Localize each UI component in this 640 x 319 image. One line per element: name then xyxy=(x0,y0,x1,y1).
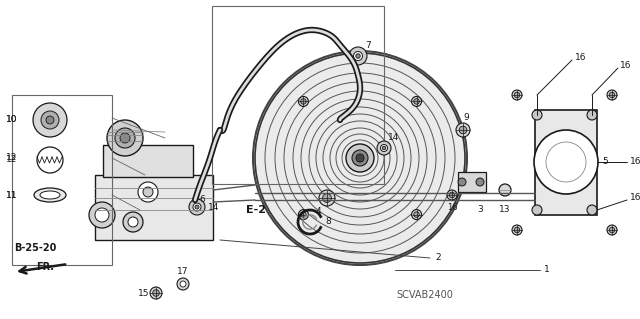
Text: 5: 5 xyxy=(602,158,608,167)
Circle shape xyxy=(607,90,617,100)
Circle shape xyxy=(298,210,308,219)
Text: B-25-20: B-25-20 xyxy=(14,243,56,253)
Text: 16: 16 xyxy=(447,204,458,212)
Text: SCVAB2400: SCVAB2400 xyxy=(396,290,453,300)
Circle shape xyxy=(153,290,159,296)
Circle shape xyxy=(515,92,520,98)
Text: 11: 11 xyxy=(6,190,17,199)
Text: 16: 16 xyxy=(620,61,632,70)
Text: 4: 4 xyxy=(315,207,321,217)
Circle shape xyxy=(180,281,186,287)
Circle shape xyxy=(349,47,367,65)
Circle shape xyxy=(412,210,422,219)
Circle shape xyxy=(150,287,162,299)
Circle shape xyxy=(301,212,306,217)
Circle shape xyxy=(534,130,598,194)
Circle shape xyxy=(120,133,130,143)
Text: 13: 13 xyxy=(499,205,511,214)
Circle shape xyxy=(449,192,455,198)
Text: 15: 15 xyxy=(138,288,149,298)
Circle shape xyxy=(587,205,597,215)
Circle shape xyxy=(177,278,189,290)
Circle shape xyxy=(458,178,466,186)
Circle shape xyxy=(412,96,422,107)
Circle shape xyxy=(382,146,386,150)
Text: 17: 17 xyxy=(177,268,189,277)
Circle shape xyxy=(356,54,360,58)
Circle shape xyxy=(476,178,484,186)
Circle shape xyxy=(33,103,67,137)
Circle shape xyxy=(532,110,542,120)
Text: 12: 12 xyxy=(6,153,17,162)
Bar xyxy=(12,95,112,265)
Circle shape xyxy=(189,199,205,215)
Text: 2: 2 xyxy=(435,254,440,263)
Circle shape xyxy=(609,227,615,233)
Circle shape xyxy=(255,53,465,263)
Circle shape xyxy=(128,217,138,227)
Text: 11: 11 xyxy=(6,190,17,199)
Text: 7: 7 xyxy=(365,41,371,50)
Circle shape xyxy=(195,205,199,209)
Text: 8: 8 xyxy=(325,218,331,226)
Circle shape xyxy=(143,187,153,197)
Circle shape xyxy=(301,99,306,104)
Circle shape xyxy=(46,116,54,124)
Circle shape xyxy=(607,225,617,235)
Circle shape xyxy=(95,208,109,222)
Circle shape xyxy=(352,150,368,166)
Text: 16: 16 xyxy=(630,158,640,167)
Text: E-2: E-2 xyxy=(246,205,266,215)
Bar xyxy=(535,110,597,215)
Circle shape xyxy=(587,110,597,120)
Circle shape xyxy=(107,120,143,156)
Ellipse shape xyxy=(34,188,66,202)
Text: 16: 16 xyxy=(630,192,640,202)
Circle shape xyxy=(138,182,158,202)
Circle shape xyxy=(499,184,511,196)
Circle shape xyxy=(377,141,391,155)
Circle shape xyxy=(123,212,143,232)
Circle shape xyxy=(346,144,374,172)
Text: 9: 9 xyxy=(463,113,469,122)
Circle shape xyxy=(414,99,419,104)
Text: 6: 6 xyxy=(199,196,205,204)
Bar xyxy=(458,172,486,192)
Bar xyxy=(95,175,213,240)
Text: 16: 16 xyxy=(575,53,586,62)
Text: 10: 10 xyxy=(6,115,17,124)
Text: 3: 3 xyxy=(477,205,483,214)
Circle shape xyxy=(298,96,308,107)
Circle shape xyxy=(456,123,470,137)
Circle shape xyxy=(356,154,364,162)
Circle shape xyxy=(41,111,59,129)
Circle shape xyxy=(512,225,522,235)
Circle shape xyxy=(515,227,520,233)
Circle shape xyxy=(459,126,467,134)
Circle shape xyxy=(381,145,387,152)
Text: 1: 1 xyxy=(544,265,550,275)
Circle shape xyxy=(609,92,615,98)
Text: 14: 14 xyxy=(388,133,399,143)
Circle shape xyxy=(512,90,522,100)
Circle shape xyxy=(193,203,201,211)
Circle shape xyxy=(115,128,135,148)
Text: 12: 12 xyxy=(6,155,17,165)
Circle shape xyxy=(323,194,332,202)
Circle shape xyxy=(532,205,542,215)
Text: 10: 10 xyxy=(6,115,17,124)
Ellipse shape xyxy=(40,191,60,199)
Circle shape xyxy=(319,190,335,206)
Circle shape xyxy=(414,212,419,217)
Text: FR.: FR. xyxy=(36,262,54,272)
Circle shape xyxy=(447,190,457,200)
Bar xyxy=(212,6,384,184)
Circle shape xyxy=(353,51,362,61)
Circle shape xyxy=(253,51,467,265)
Bar xyxy=(103,145,193,177)
Circle shape xyxy=(89,202,115,228)
Text: 14: 14 xyxy=(208,203,220,211)
